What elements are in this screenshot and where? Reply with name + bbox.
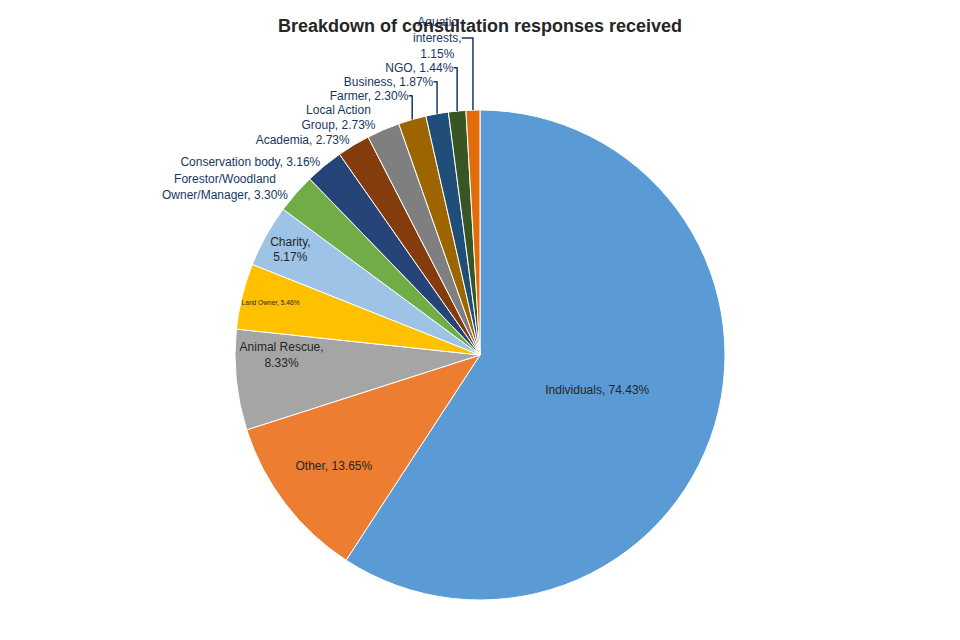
- svg-text:Other, 13.65%: Other, 13.65%: [295, 459, 372, 473]
- svg-text:Aquaticinterests,1.15%: Aquaticinterests,1.15%: [413, 15, 462, 60]
- svg-text:Land Owner, 5.46%: Land Owner, 5.46%: [242, 299, 300, 306]
- svg-text:Business, 1.87%: Business, 1.87%: [344, 75, 434, 89]
- svg-text:Farmer, 2.30%: Farmer, 2.30%: [330, 89, 409, 103]
- svg-text:Animal Rescue,8.33%: Animal Rescue,8.33%: [240, 340, 324, 370]
- svg-text:Local ActionGroup, 2.73%: Local ActionGroup, 2.73%: [301, 103, 375, 133]
- svg-text:NGO, 1.44%: NGO, 1.44%: [385, 61, 453, 75]
- svg-text:Forestor/WoodlandOwner/Manager: Forestor/WoodlandOwner/Manager, 3.30%: [162, 172, 288, 202]
- svg-text:Breakdown of consultation resp: Breakdown of consultation responses rece…: [278, 16, 682, 36]
- svg-text:Academia, 2.73%: Academia, 2.73%: [256, 133, 350, 147]
- svg-text:Individuals, 74.43%: Individuals, 74.43%: [545, 383, 649, 397]
- svg-text:Conservation body, 3.16%: Conservation body, 3.16%: [180, 155, 320, 169]
- svg-text:Charity,5.17%: Charity,5.17%: [270, 235, 310, 265]
